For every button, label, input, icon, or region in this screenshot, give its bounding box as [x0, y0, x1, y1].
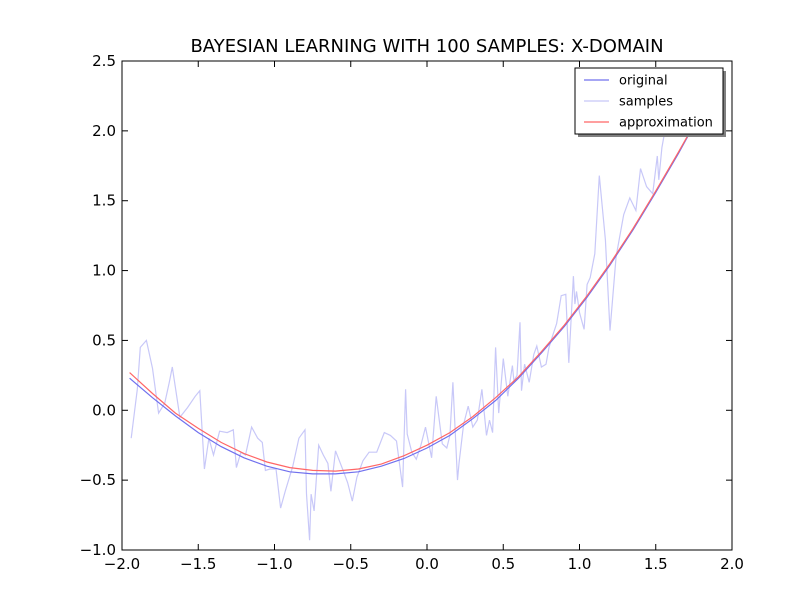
y-tick-label: 2.0 [92, 122, 116, 140]
y-axis: −1.0 −0.5 0.0 0.5 1.0 1.5 2.0 2.5 [80, 52, 732, 559]
x-tick-label: 1.0 [568, 555, 592, 573]
y-tick-label: 0.5 [92, 331, 116, 349]
y-tick-label: 2.5 [92, 52, 116, 70]
y-tick-label: −0.5 [80, 471, 116, 489]
series-line-original [129, 95, 710, 475]
x-tick-label: 2.0 [720, 555, 744, 573]
legend-label-samples: samples [619, 95, 673, 110]
y-tick-label: −1.0 [80, 541, 116, 559]
x-tick-label: −1.5 [180, 555, 216, 573]
x-axis: −2.0 −1.5 −1.0 −0.5 0.0 0.5 1.0 1.5 2.0 [104, 61, 744, 573]
x-tick-label: 0.0 [415, 555, 439, 573]
x-tick-label: −2.0 [104, 555, 140, 573]
x-tick-label: −1.0 [256, 555, 292, 573]
x-tick-label: 0.5 [491, 555, 515, 573]
y-tick-label: 1.5 [92, 192, 116, 210]
y-tick-label: 0.0 [92, 401, 116, 419]
series-layer [129, 95, 710, 541]
chart-title: BAYESIAN LEARNING WITH 100 SAMPLES: X-DO… [190, 36, 663, 57]
legend-label-approximation: approximation [619, 116, 713, 131]
series-line-samples [130, 96, 705, 541]
legend: original samples approximation [574, 67, 726, 137]
series-line-approximation [129, 97, 710, 472]
legend-label-original: original [619, 74, 668, 89]
x-tick-label: 1.5 [644, 555, 668, 573]
x-tick-label: −0.5 [333, 555, 369, 573]
y-tick-label: 1.0 [92, 262, 116, 280]
